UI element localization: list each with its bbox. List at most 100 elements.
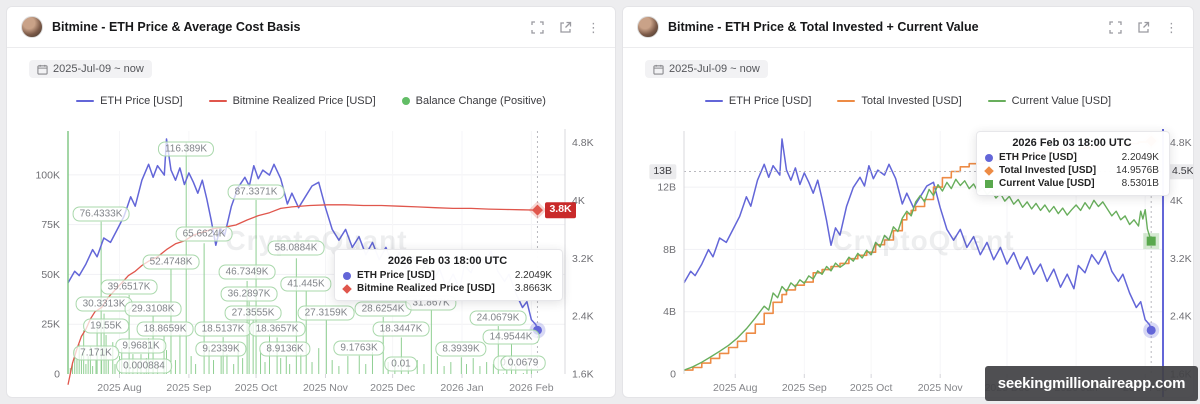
legend-line-swatch xyxy=(704,99,723,102)
date-range-chip[interactable]: 2025-Jul-09 ~ now xyxy=(645,60,768,78)
balance-change-label: 27.3159K xyxy=(297,305,355,321)
balance-change-label: 65.6624K xyxy=(175,226,233,242)
balance-change-label: 18.3447K xyxy=(372,321,430,337)
legend-label: Total Invested [USD] xyxy=(861,94,962,107)
last-value-badge: 3.8K xyxy=(545,202,576,218)
balance-change-label: 19.55K xyxy=(83,318,129,334)
legend-item-current-value-usd[interactable]: Current Value [USD] xyxy=(987,94,1112,107)
balance-change-label: 28.6254K xyxy=(354,301,412,317)
more-options-icon[interactable]: ⋮ xyxy=(1165,19,1178,35)
avatar xyxy=(637,16,659,38)
legend-label: ETH Price [USD] xyxy=(728,94,812,107)
marker-square xyxy=(1146,236,1156,246)
balance-change-label: 87.3371K xyxy=(227,184,285,200)
balance-change-label: 7.171K xyxy=(73,345,119,361)
calendar-icon xyxy=(653,64,664,75)
tooltip-diamond-marker xyxy=(984,165,994,176)
svg-text:8B: 8B xyxy=(663,244,676,256)
tooltip-series-value: 3.8663K xyxy=(514,283,553,294)
tooltip-square-marker xyxy=(985,179,993,188)
legend-line-swatch xyxy=(76,99,95,102)
legend-item-eth-price-usd[interactable]: ETH Price [USD] xyxy=(704,94,812,107)
site-watermark: seekingmillionaireapp.com xyxy=(985,366,1198,401)
balance-change-label: 18.3657K xyxy=(248,321,306,337)
balance-change-label: 58.0884K xyxy=(267,240,325,256)
svg-text:2.4K: 2.4K xyxy=(1170,311,1192,323)
balance-change-label: 52.4748K xyxy=(142,254,200,270)
svg-text:2025 Nov: 2025 Nov xyxy=(918,382,964,394)
svg-text:4K: 4K xyxy=(1170,195,1183,207)
more-options-icon[interactable]: ⋮ xyxy=(587,19,600,35)
avatar xyxy=(21,16,43,38)
tooltip-series-label: ETH Price [USD] xyxy=(999,152,1077,163)
chart-tooltip: 2026 Feb 03 18:00 UTC ETH Price [USD] 2.20… xyxy=(334,249,564,301)
tooltip-timestamp: 2026 Feb 03 18:00 UTC xyxy=(387,255,508,267)
svg-text:25K: 25K xyxy=(41,319,60,331)
header-icons: ⋮ xyxy=(1108,20,1179,35)
card-title: Bitmine - ETH Price & Average Cost Basis xyxy=(52,20,301,34)
legend-label: Current Value [USD] xyxy=(1011,94,1112,107)
legend-line-swatch xyxy=(987,99,1006,102)
balance-change-label: 116.389K xyxy=(157,141,215,157)
tooltip-series-label: ETH Price [USD] xyxy=(357,270,435,281)
svg-text:4B: 4B xyxy=(663,306,676,318)
tooltip-row: ETH Price [USD] 2.2049K xyxy=(985,152,1159,163)
chart-tooltip: 2026 Feb 03 18:00 UTC ETH Price [USD] 2.20… xyxy=(976,131,1170,196)
svg-text:2025 Sep: 2025 Sep xyxy=(166,382,211,394)
tooltip-row: Current Value [USD] 8.5301B xyxy=(985,178,1159,189)
balance-change-label: 9.1763K xyxy=(333,340,385,356)
svg-text:4.8K: 4.8K xyxy=(572,137,594,149)
legend-label: ETH Price [USD] xyxy=(100,94,183,107)
marker-circle xyxy=(1146,325,1156,335)
tooltip-diamond-marker xyxy=(342,283,352,294)
balance-change-label: 41.445K xyxy=(280,276,332,292)
date-range-text: 2025-Jul-09 ~ now xyxy=(669,63,760,75)
crosshair-right-badge: 4.5K xyxy=(1168,163,1193,180)
balance-change-label: 24.0679K xyxy=(469,310,527,326)
chart-stage: 0 25K 50K 75K 100K 1.6K 2.4K 3.2K 4K 4.8K 2025 Aug… xyxy=(7,7,615,397)
series-line-eth-price-usd xyxy=(683,138,1152,331)
balance-change-label: 18.5137K xyxy=(194,321,252,337)
legend-label: Bitmine Realized Price [USD] xyxy=(232,94,376,107)
fullscreen-icon[interactable] xyxy=(530,20,545,35)
balance-change-label: 0.0679 xyxy=(500,355,546,371)
date-range-row: 2025-Jul-09 ~ now xyxy=(623,48,1193,80)
svg-text:75K: 75K xyxy=(41,219,60,231)
card-header: Bitmine - ETH Price & Average Cost Basis… xyxy=(7,7,615,48)
svg-text:2025 Sep: 2025 Sep xyxy=(782,382,827,394)
balance-change-label: 29.3108K xyxy=(124,301,182,317)
svg-text:4.8K: 4.8K xyxy=(1170,137,1192,149)
chart-legend: ETH Price [USD] Total Invested [USD] Curre… xyxy=(623,93,1193,109)
balance-change-label: 18.8659K xyxy=(136,321,194,337)
legend-item-total-invested-usd[interactable]: Total Invested [USD] xyxy=(837,94,962,107)
balance-change-label: 39.6517K xyxy=(100,279,158,295)
crosshair-left-badge: 13B xyxy=(649,163,676,180)
calendar-icon xyxy=(37,64,48,75)
svg-text:3.2K: 3.2K xyxy=(1170,253,1192,265)
tooltip-circle-marker xyxy=(985,153,993,162)
svg-text:1.6K: 1.6K xyxy=(572,369,594,381)
tooltip-series-value: 8.5301B xyxy=(1121,178,1159,189)
svg-text:2026 Feb: 2026 Feb xyxy=(509,382,554,394)
svg-text:12B: 12B xyxy=(657,182,676,194)
legend-item-balance-change-positive[interactable]: Balance Change (Positive) xyxy=(401,95,546,107)
tooltip-row: Bitmine Realized Price [USD] 3.8663K xyxy=(342,283,553,294)
tooltip-circle-marker xyxy=(343,271,351,280)
balance-change-label: 8.9136K xyxy=(259,341,311,357)
legend-dot-swatch xyxy=(401,96,410,105)
open-in-new-icon[interactable] xyxy=(558,20,573,35)
svg-text:0: 0 xyxy=(670,369,676,381)
open-in-new-icon[interactable] xyxy=(1136,20,1151,35)
date-range-text: 2025-Jul-09 ~ now xyxy=(53,63,144,75)
balance-change-label: 9.2339K xyxy=(195,341,247,357)
balance-change-label: 14.9544K xyxy=(482,329,540,345)
header-icons: ⋮ xyxy=(530,20,601,35)
tooltip-row: ETH Price [USD] 2.2049K xyxy=(343,270,552,281)
svg-text:2025 Oct: 2025 Oct xyxy=(850,382,893,394)
tooltip-row: Total Invested [USD] 14.9576B xyxy=(984,165,1159,176)
date-range-chip[interactable]: 2025-Jul-09 ~ now xyxy=(29,60,152,78)
legend-item-bitmine-realized-price-usd[interactable]: Bitmine Realized Price [USD] xyxy=(208,94,376,107)
fullscreen-icon[interactable] xyxy=(1108,20,1123,35)
legend-item-eth-price-usd[interactable]: ETH Price [USD] xyxy=(76,95,183,107)
